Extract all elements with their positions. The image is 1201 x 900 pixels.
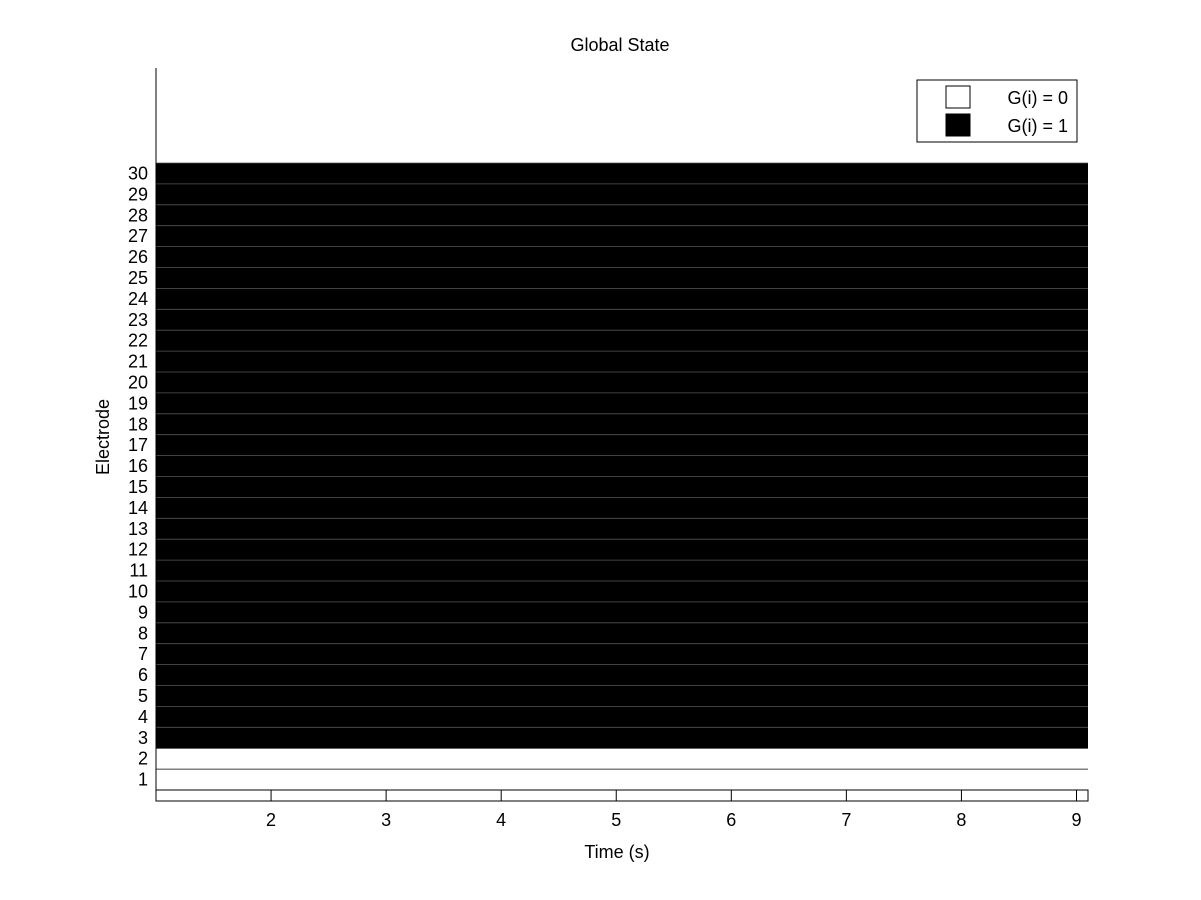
y-tick-label-25: 25 (128, 268, 148, 288)
x-tick-label-2: 2 (266, 810, 276, 830)
y-tick-label-9: 9 (138, 602, 148, 622)
heatmap-row-30 (156, 163, 1088, 184)
legend-swatch-g1 (945, 113, 971, 137)
legend-box (916, 79, 1078, 143)
y-tick-label-19: 19 (128, 393, 148, 413)
heatmap-row-16 (156, 455, 1088, 477)
x-tick-label-7: 7 (841, 810, 851, 830)
heatmap-row-25 (156, 267, 1088, 289)
y-axis-label: Electrode (93, 399, 113, 475)
legend: G(i) = 0 G(i) = 1 (916, 79, 1078, 143)
x-tick-label-9: 9 (1071, 810, 1081, 830)
y-tick-label-13: 13 (128, 519, 148, 539)
heatmap-row-12 (156, 539, 1088, 561)
y-tick-label-30: 30 (128, 163, 148, 183)
y-tick-label-8: 8 (138, 623, 148, 643)
heatmap-row-23 (156, 309, 1088, 331)
y-tick-label-15: 15 (128, 477, 148, 497)
heatmap-row-6 (156, 664, 1088, 686)
x-tick-label-5: 5 (611, 810, 621, 830)
y-tick-label-3: 3 (138, 728, 148, 748)
heatmap-row-29 (156, 183, 1088, 205)
y-tick-label-27: 27 (128, 226, 148, 246)
x-axis-box (155, 789, 1089, 802)
y-tick-label-7: 7 (138, 644, 148, 664)
heatmap-row-28 (156, 204, 1088, 226)
heatmap-row-27 (156, 225, 1088, 247)
heatmap-row-10 (156, 581, 1088, 602)
heatmap-row-24 (156, 288, 1088, 310)
heatmap-row-26 (156, 246, 1088, 268)
heatmap-row-14 (156, 497, 1088, 519)
y-tick-label-4: 4 (138, 707, 148, 727)
x-tick-label-4: 4 (496, 810, 506, 830)
heatmap-row-17 (156, 434, 1088, 456)
y-tick-label-14: 14 (128, 498, 148, 518)
heatmap-row-3 (156, 727, 1088, 749)
y-tick-label-6: 6 (138, 665, 148, 685)
legend-swatch-g0 (945, 85, 971, 109)
heatmap-row-5 (156, 685, 1088, 707)
heatmap-row-2 (156, 748, 1088, 770)
y-tick-label-28: 28 (128, 205, 148, 225)
heatmap-row-13 (156, 518, 1088, 540)
heatmap-row-18 (156, 413, 1088, 435)
y-tick-label-5: 5 (138, 686, 148, 706)
y-tick-label-24: 24 (128, 289, 148, 309)
y-tick-label-21: 21 (128, 352, 148, 372)
heatmap-row-19 (156, 392, 1088, 414)
heatmap-row-7 (156, 643, 1088, 665)
heatmap-row-15 (156, 476, 1088, 498)
y-tick-label-12: 12 (128, 540, 148, 560)
heatmap-row-9 (156, 601, 1088, 623)
y-tick-label-10: 10 (128, 581, 148, 601)
y-tick-label-18: 18 (128, 414, 148, 434)
heatmap-row-20 (156, 372, 1088, 393)
heatmap-row-22 (156, 330, 1088, 352)
x-axis-label: Time (s) (584, 842, 649, 862)
heatmap-row-4 (156, 706, 1088, 728)
heatmap-row-8 (156, 622, 1088, 644)
heatmap-row-21 (156, 351, 1088, 372)
y-tick-label-22: 22 (128, 331, 148, 351)
legend-label-g0: G(i) = 0 (1007, 88, 1068, 108)
y-tick-label-23: 23 (128, 310, 148, 330)
heatmap-row-11 (156, 560, 1088, 581)
y-tick-label-29: 29 (128, 184, 148, 204)
y-tick-label-16: 16 (128, 456, 148, 476)
heatmap-row-1 (156, 769, 1088, 790)
legend-label-g1: G(i) = 1 (1007, 116, 1068, 136)
y-tick-label-26: 26 (128, 247, 148, 267)
y-tick-label-20: 20 (128, 372, 148, 392)
y-tick-label-11: 11 (129, 561, 148, 581)
x-tick-label-6: 6 (726, 810, 736, 830)
x-tick-label-8: 8 (956, 810, 966, 830)
y-tick-label-2: 2 (138, 749, 148, 769)
x-tick-label-3: 3 (381, 810, 391, 830)
y-tick-label-1: 1 (138, 770, 148, 790)
heatmap-plot-area: 1234567891011121314151617181920212223242… (128, 68, 1089, 830)
chart-title: Global State (570, 35, 669, 55)
y-tick-label-17: 17 (128, 435, 148, 455)
